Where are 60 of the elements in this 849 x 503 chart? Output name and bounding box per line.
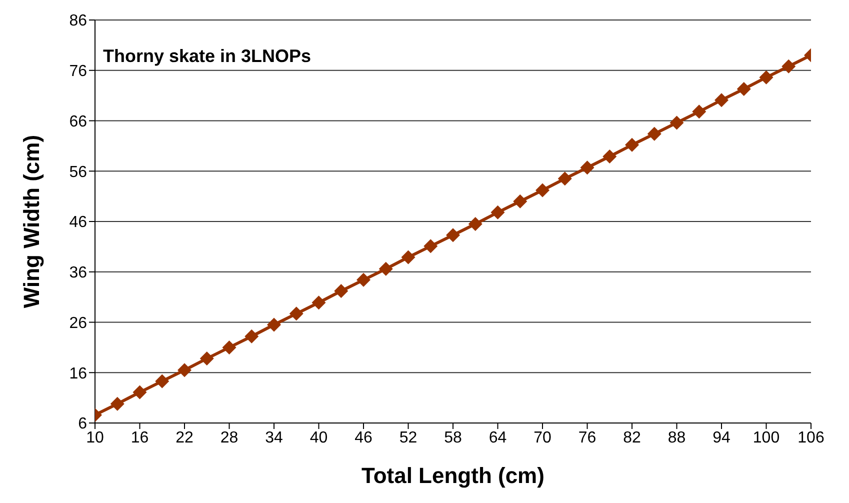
point [670,116,684,130]
x-axis-title: Total Length (cm) [362,463,544,488]
x-tick-label: 46 [354,429,372,446]
point [490,205,505,220]
x-tick-label: 100 [752,429,780,446]
point [513,194,528,208]
point [356,272,370,287]
point [468,217,482,232]
x-tick-label: 94 [712,429,730,446]
point [647,126,662,141]
point [714,93,728,108]
x-tick-label: 70 [534,429,552,446]
x-tick-label: 88 [668,429,686,446]
point [200,352,214,366]
x-tick-label: 22 [176,429,194,446]
point [222,340,236,354]
point [132,385,147,400]
x-tick-label: 28 [220,429,238,446]
y-tick-label: 76 [69,63,88,80]
y-axis-title: Wing Width (cm) [18,134,44,308]
y-tick-label: 56 [69,164,88,181]
point [759,70,774,84]
x-tick-label: 64 [488,429,507,446]
text: Thorny skate in 3LNOPs [103,46,312,67]
point [736,82,751,96]
y-tick-label: 16 [69,365,88,382]
x-tick-label: 106 [798,429,824,446]
point [625,138,639,152]
point [782,59,796,74]
x-tick-label: 40 [310,429,328,446]
point [110,396,124,411]
x-tick-label: 82 [623,429,641,446]
point [692,104,706,119]
point [401,250,416,264]
y-tick-label: 36 [69,264,88,282]
point [580,160,594,175]
y-tick-label: 66 [69,113,88,130]
point [155,374,170,388]
point [536,183,550,198]
x-tick-label: 34 [265,429,283,446]
point [602,150,617,164]
point [424,239,438,254]
y-tick-label: 46 [69,214,88,232]
point [558,172,572,186]
point [289,306,304,321]
y-tick-label: 86 [69,12,88,30]
point [334,284,348,298]
point [267,318,281,332]
x-tick-label: 10 [86,429,104,446]
y-tick-label: 26 [69,314,88,332]
point [244,329,259,344]
x-tick-label: 76 [578,429,596,446]
point [378,262,393,276]
point [178,363,192,378]
x-tick-label: 58 [444,429,462,446]
x-tick-label: 16 [130,429,149,446]
x-tick-label: 52 [399,429,418,446]
point [446,228,460,242]
point [312,296,326,310]
y-tick-label: 6 [78,416,88,433]
